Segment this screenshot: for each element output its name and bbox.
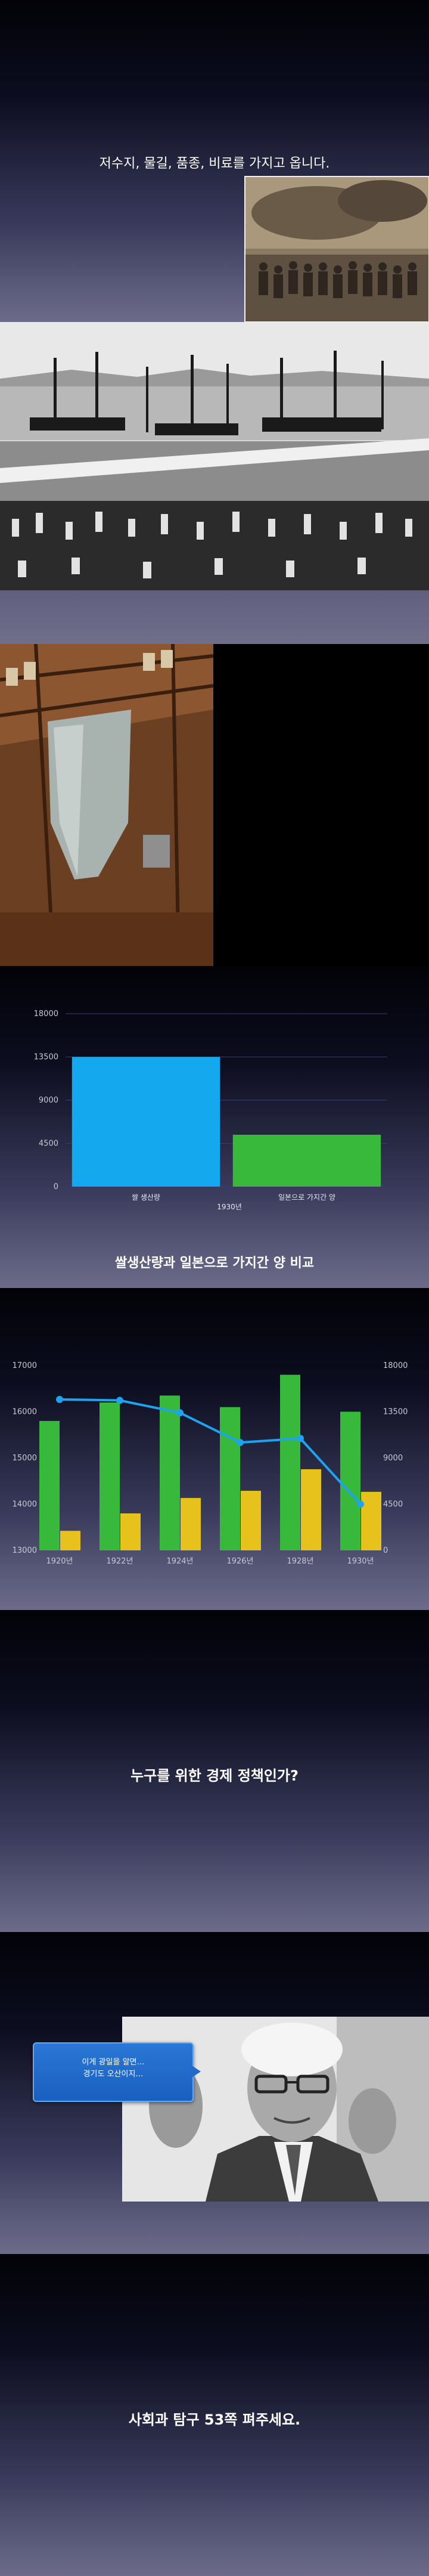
line-point (176, 1409, 184, 1417)
rice-trend-combo-chart: 13000 14000 15000 16000 17000 0 4500 9000 13500… (13, 1361, 408, 1566)
bar-production (280, 1374, 300, 1550)
slide-8: 사회과 탐구 53쪽 펴주세요. (0, 2254, 429, 2576)
y-left-tick-label: 17000 (13, 1361, 37, 1370)
y-left-tick-label: 13000 (13, 1546, 37, 1555)
x-tick-label: 1926년 (226, 1557, 253, 1566)
bar-exported (361, 1491, 381, 1550)
bar-production (100, 1402, 120, 1550)
bar-exported (60, 1531, 80, 1550)
chart-title: 쌀생산량과 일본으로 가지간 양 비교 (114, 1256, 315, 1271)
warehouse-photo (0, 644, 213, 966)
bar-exported (181, 1498, 201, 1550)
slide-7: 이게 광일을 알면… 경기도 오산이지… (0, 1932, 429, 2254)
y-right-tick-label: 13500 (383, 1408, 408, 1417)
y-left-tick-label: 16000 (13, 1408, 37, 1417)
bar (232, 1135, 381, 1187)
line-point (237, 1439, 244, 1447)
old-photo-group (244, 176, 429, 322)
line-point (56, 1395, 63, 1403)
x-tick-label: 1924년 (166, 1557, 193, 1566)
harbor-photo (0, 322, 429, 590)
y-tick-label: 4500 (39, 1140, 58, 1148)
line-point (357, 1500, 364, 1508)
series-line (59, 1398, 362, 1505)
bar-production (340, 1411, 360, 1550)
y-tick-label: 13500 (34, 1053, 58, 1062)
y-right-tick-label: 4500 (383, 1500, 403, 1509)
y-tick-label: 9000 (39, 1096, 58, 1105)
line-point (297, 1435, 304, 1442)
speech-line-1: 이게 광일을 알면… (82, 2058, 145, 2067)
line-point (116, 1397, 123, 1404)
y-right-tick-label: 9000 (383, 1454, 403, 1463)
bar-production (220, 1407, 240, 1550)
question-text: 누구를 위한 경제 정책인가? (130, 1767, 299, 1784)
speech-bubble: 이게 광일을 알면… 경기도 오산이지… (33, 2042, 194, 2102)
bar-exported (301, 1469, 321, 1550)
x-tick-label: 쌀 생산량 (132, 1193, 160, 1202)
slide-2 (0, 322, 429, 644)
bar-exported (120, 1513, 141, 1550)
speech-line-2: 경기도 오산이지… (83, 2070, 144, 2079)
x-tick-label: 1928년 (287, 1557, 313, 1566)
y-tick-label: 18000 (34, 1010, 58, 1018)
y-tick-label: 0 (54, 1182, 58, 1191)
slide-3 (0, 644, 429, 966)
bar-production (160, 1395, 180, 1550)
bar (72, 1057, 220, 1187)
x-tick-label: 1930년 (347, 1557, 374, 1566)
elderly-man-photo (122, 2017, 429, 2202)
bar-exported (241, 1491, 261, 1550)
slide-5: 13000 14000 15000 16000 17000 0 4500 9000 13500… (0, 1288, 429, 1610)
chart-xlabel: 1930년 (217, 1203, 242, 1211)
y-right-tick-label: 18000 (383, 1361, 408, 1370)
slide-1: 저수지, 물길, 품종, 비료를 가지고 옵니다. (0, 0, 429, 322)
bar-production (39, 1421, 60, 1550)
y-left-tick-label: 15000 (13, 1454, 37, 1463)
x-tick-label: 1920년 (46, 1557, 73, 1566)
slide-caption: 저수지, 물길, 품종, 비료를 가지고 옵니다. (99, 156, 330, 171)
slide-4: 0 4500 9000 13500 18000 쌀 생산량 일본으로 가지간 양 1930… (0, 966, 429, 1288)
x-tick-label: 1922년 (106, 1557, 133, 1566)
rice-export-bar-chart: 0 4500 9000 13500 18000 쌀 생산량 일본으로 가지간 양 1930… (34, 1010, 387, 1211)
slide-6: 누구를 위한 경제 정책인가? (0, 1610, 429, 1932)
instruction-text: 사회과 탐구 53쪽 펴주세요. (128, 2411, 301, 2428)
y-left-tick-label: 14000 (13, 1500, 37, 1509)
x-tick-label: 일본으로 가지간 양 (278, 1193, 335, 1202)
speech-bubble-tail (190, 2064, 201, 2079)
y-right-tick-label: 0 (383, 1546, 388, 1555)
